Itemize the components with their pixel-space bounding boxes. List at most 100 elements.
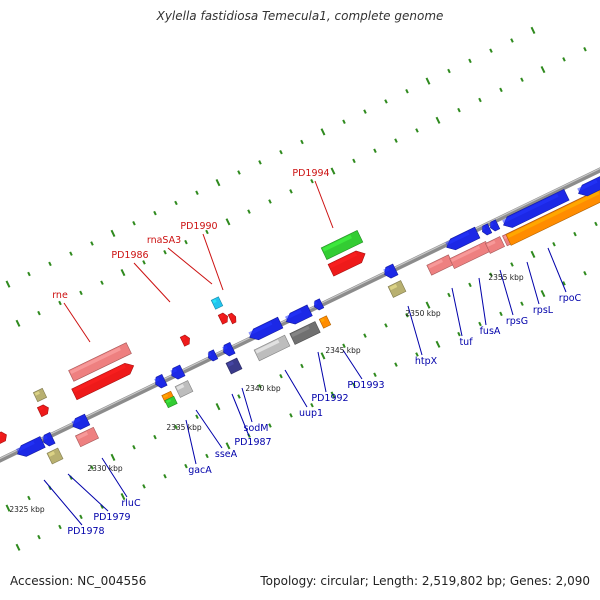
scale-label: 2325 kbp <box>9 505 45 514</box>
gene-pd1990-a <box>217 312 228 325</box>
tick-mark <box>540 65 546 74</box>
tick-mark <box>320 352 326 360</box>
tick-mark <box>225 442 231 450</box>
gene-shine <box>291 325 310 338</box>
tick-mark <box>342 119 346 124</box>
gene-pd1986 <box>179 334 190 347</box>
tick-mark <box>27 495 31 501</box>
tick-mark <box>415 128 419 133</box>
gene-labels: PD1994 PD1990 rnaSA3 PD1986 rne rpoC rpsL rpsG f… <box>52 168 581 537</box>
tick-mark <box>15 319 21 327</box>
tick-mark <box>373 148 377 153</box>
tick-mark <box>79 514 83 520</box>
gene-shine <box>322 234 352 252</box>
gene-body <box>32 387 48 403</box>
gene-body <box>164 395 178 409</box>
gene-shine <box>507 191 600 239</box>
gene-shine <box>450 245 481 262</box>
tick-mark <box>5 280 11 288</box>
gene-body <box>227 312 237 325</box>
tick-mark <box>552 241 556 247</box>
label-line <box>314 180 334 229</box>
gene-label-pd1994: PD1994 <box>292 168 329 179</box>
tick-mark <box>132 220 136 226</box>
gene-pd1994-red <box>327 250 366 277</box>
gene-body <box>217 312 228 325</box>
tick-mark <box>110 453 116 461</box>
gene-body <box>208 349 219 362</box>
gene-rpsl <box>502 188 570 228</box>
tick-mark <box>352 158 356 164</box>
gene-fusa <box>481 223 493 236</box>
tick-mark <box>174 424 178 430</box>
tick-mark <box>268 199 272 204</box>
gene-body <box>253 334 291 362</box>
tick-mark <box>153 434 157 440</box>
gene-blue-k <box>383 263 399 279</box>
gene-body <box>249 316 284 341</box>
tick-mark <box>499 87 503 93</box>
tick-mark <box>268 423 272 428</box>
gene-label-ssea: sseA <box>215 449 238 460</box>
gene-body <box>179 334 190 347</box>
gene-pd1993 <box>318 315 332 329</box>
gene-label-pd1993: PD1993 <box>347 380 384 391</box>
gene-body <box>320 230 364 260</box>
gene-rluc <box>74 426 100 448</box>
gene-rpsg <box>489 219 501 232</box>
tick-mark <box>225 218 231 226</box>
label-line <box>185 419 197 465</box>
label-line <box>202 233 224 291</box>
gene-pd1987 <box>225 357 243 375</box>
gene-red-edge <box>0 431 7 445</box>
gene-body <box>0 431 7 445</box>
tick-mark <box>447 292 451 298</box>
tick-rows <box>5 26 598 551</box>
gene-uup1 <box>289 321 321 345</box>
gene-shine <box>227 361 235 367</box>
tick-mark <box>583 271 587 276</box>
gene-blue-c <box>71 413 91 430</box>
gene-blue-f <box>207 349 219 362</box>
tick-mark <box>468 58 472 64</box>
tick-mark <box>562 281 566 286</box>
gene-blue-g <box>222 342 236 357</box>
gene-rpoc-blue <box>577 174 600 197</box>
tick-mark <box>510 262 514 267</box>
tick-mark <box>300 363 304 369</box>
gene-label-pd1978: PD1978 <box>67 526 104 537</box>
gene-shine <box>38 406 44 411</box>
gene-body <box>289 321 321 345</box>
gene-shine <box>285 309 302 320</box>
tick-mark <box>195 414 199 420</box>
gene-sodm <box>253 334 291 362</box>
tick-mark <box>100 280 104 285</box>
label-line <box>241 387 253 423</box>
tick-mark <box>583 47 587 52</box>
gene-body <box>327 250 366 277</box>
tick-mark <box>58 300 62 306</box>
tick-mark <box>405 89 409 94</box>
tick-mark <box>27 271 31 277</box>
gene-shine <box>313 301 318 306</box>
gene-rnasa3 <box>210 296 224 310</box>
tick-mark <box>320 128 326 136</box>
label-line <box>63 302 91 343</box>
gene-body <box>446 226 481 251</box>
gene-body <box>210 296 224 310</box>
tick-mark <box>510 38 514 43</box>
gene-body <box>36 404 49 418</box>
gene-pink-c <box>485 236 505 254</box>
tick-mark <box>58 524 62 530</box>
tick-mark <box>142 260 146 265</box>
gene-shine <box>248 321 273 336</box>
tick-mark <box>594 221 598 227</box>
gene-shine <box>329 252 358 269</box>
tick-mark <box>394 362 398 367</box>
label-lines <box>43 180 567 526</box>
gene-shine <box>320 318 325 323</box>
scale-label: 2340 kbp <box>245 384 281 393</box>
tick-mark <box>205 453 209 459</box>
gene-label-rpsl: rpsL <box>533 305 554 316</box>
tick-mark <box>279 373 283 379</box>
